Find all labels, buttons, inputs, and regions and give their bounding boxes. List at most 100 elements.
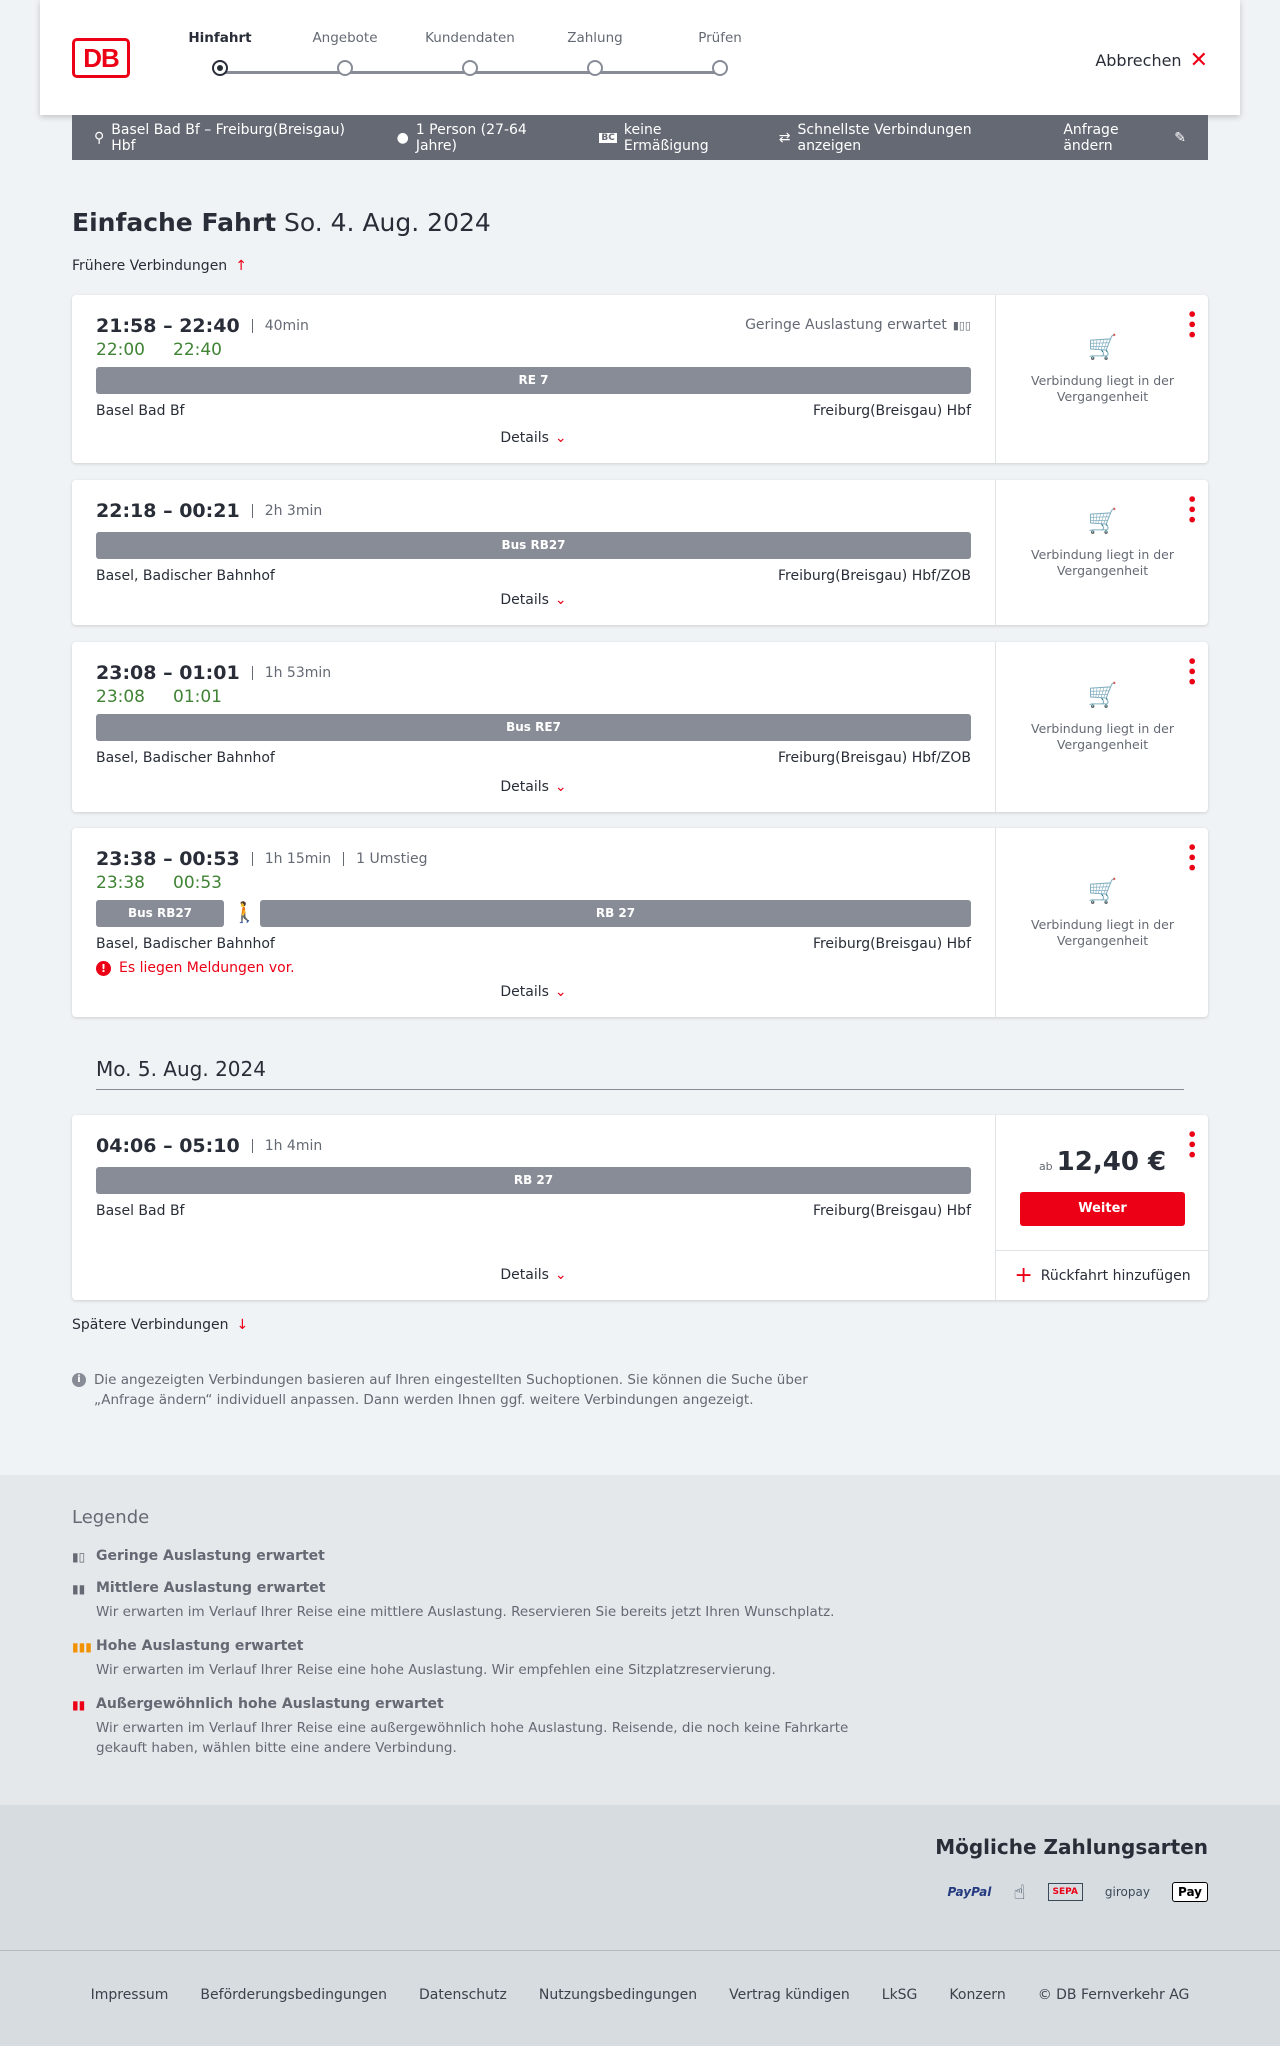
alert-icon: ! <box>96 960 111 976</box>
legend-title: Legende <box>72 1507 150 1528</box>
details-label: Details <box>500 984 549 1000</box>
train-bar[interactable]: Bus RE7 <box>96 714 971 741</box>
destination-station: Freiburg(Breisgau) Hbf <box>812 403 971 419</box>
chevron-down-icon: ⌄ <box>554 430 567 446</box>
realtime-time: 23:08 <box>96 687 145 707</box>
pencil-icon: ✎ <box>1174 129 1187 146</box>
destination-station: Freiburg(Breisgau) Hbf <box>812 1203 971 1219</box>
details-label: Details <box>500 1267 549 1283</box>
destination-station: Freiburg(Breisgau) Hbf/ZOB <box>778 750 971 766</box>
cart-unavailable-icon: 🛒 <box>1087 681 1118 709</box>
search-summary-bar: ⚲ Basel Bad Bf – Freiburg(Breisgau) Hbf ●… <box>72 115 1208 160</box>
legend-item-very-high: ▮▮ Außergewöhnlich hohe Auslastung erwart… <box>72 1696 849 1756</box>
info-icon: i <box>72 1373 86 1387</box>
low-load-icon: ▮▯▯ <box>952 319 971 332</box>
past-text: Verbindung liegt in der Vergangenheit <box>1030 373 1174 404</box>
train-bar[interactable]: RB 27 <box>260 900 971 927</box>
connection-main: 04:06 – 05:10 1h 4min RB 27 Basel Bad Bf Fre… <box>96 1115 971 1300</box>
connection-card[interactable]: 04:06 – 05:10 1h 4min RB 27 Basel Bad Bf Fre… <box>72 1115 1209 1300</box>
step-zahlung: Zahlung <box>545 30 645 76</box>
realtime-time: 00:53 <box>173 873 222 893</box>
train-bar[interactable]: Bus RB27 <box>96 532 971 559</box>
origin-station: Basel Bad Bf <box>96 1203 185 1219</box>
footer-link-vertrag[interactable]: Vertrag kündigen <box>729 1987 850 2003</box>
details-toggle[interactable]: Details ⌄ <box>96 984 971 1000</box>
chevron-down-icon: ⌄ <box>554 984 567 1000</box>
chevron-down-icon: ⌄ <box>554 779 567 795</box>
legend-item-high: ▮▮▮ Hohe Auslastung erwartet Wir erwarten … <box>72 1638 776 1678</box>
very-high-load-icon: ▮▮ <box>72 1698 86 1712</box>
details-toggle[interactable]: Details ⌄ <box>96 1267 971 1283</box>
connection-card[interactable]: 21:58 – 22:40 40min 22:00 22:40 Geringe Ausl… <box>72 295 1208 463</box>
info-note: i Die angezeigten Verbindungen basieren a… <box>72 1370 862 1410</box>
edit-request-button[interactable]: Anfrage ändern ✎ <box>1063 121 1187 154</box>
connection-meta: 1h 53min <box>251 666 331 680</box>
cancel-button[interactable]: Abbrechen ✕ <box>1095 48 1208 73</box>
connection-meta: 1 Umstieg <box>343 852 428 866</box>
departure-arrival-time: 23:08 – 01:01 <box>96 662 240 684</box>
train-bar[interactable]: Bus RB27 <box>96 900 224 927</box>
origin-station: Basel, Badischer Bahnhof <box>96 750 275 766</box>
earlier-connections-link[interactable]: Frühere Verbindungen ↑ <box>72 258 247 274</box>
legend-section: Legende ▮▯ Geringe Auslastung erwartet ▮▮… <box>0 1475 1280 1805</box>
connection-times: 23:38 – 00:53 1h 15min 1 Umstieg <box>96 848 428 870</box>
connection-card[interactable]: 22:18 – 00:21 2h 3min Bus RB27 Basel, Badis… <box>72 480 1208 625</box>
train-bar[interactable]: RB 27 <box>96 1167 971 1194</box>
connection-times: 23:08 – 01:01 1h 53min <box>96 662 331 684</box>
past-notice: 🛒 Verbindung liegt in der Vergangenheit <box>996 681 1209 753</box>
legend-item-medium: ▮▮ Mittlere Auslastung erwartet Wir erwart… <box>72 1580 835 1620</box>
details-label: Details <box>500 592 549 608</box>
giropay-icon: giropay <box>1104 1885 1150 1899</box>
date-separator: Mo. 5. Aug. 2024 <box>96 1057 1184 1090</box>
footer-link-befoerderung[interactable]: Beförderungsbedingungen <box>200 1987 387 2003</box>
continue-button[interactable]: Weiter <box>1020 1192 1185 1226</box>
connection-card[interactable]: 23:38 – 00:53 1h 15min 1 Umstieg 23:38 00:53… <box>72 828 1208 1017</box>
apple-pay-icon: Pay <box>1171 1882 1208 1902</box>
train-bar[interactable]: RE 7 <box>96 367 971 394</box>
details-toggle[interactable]: Details ⌄ <box>96 779 971 795</box>
arrow-up-icon: ↑ <box>235 258 247 274</box>
footer-link-lksg[interactable]: LkSG <box>881 1987 918 2003</box>
offer-panel: ••• 🛒 Verbindung liegt in der Vergangenhei… <box>995 295 1208 463</box>
past-text: Verbindung liegt in der Vergangenheit <box>1030 916 1174 948</box>
connection-meta: 1h 4min <box>251 1139 322 1153</box>
connection-main: 21:58 – 22:40 40min 22:00 22:40 Geringe Ausl… <box>96 295 971 463</box>
later-connections-link[interactable]: Spätere Verbindungen ↓ <box>72 1317 249 1333</box>
location-pin-icon: ⚲ <box>94 129 105 146</box>
origin-station: Basel, Badischer Bahnhof <box>96 568 275 584</box>
realtime-time: 22:00 <box>96 340 145 360</box>
low-load-icon: ▮▯ <box>72 1550 86 1564</box>
more-options-icon[interactable]: ••• <box>1182 842 1201 873</box>
cart-unavailable-icon: 🛒 <box>1087 333 1118 361</box>
payment-section: Mögliche Zahlungsarten PayPal ☝ SEPA gir… <box>0 1805 1280 1950</box>
plus-icon: + <box>1014 1263 1033 1288</box>
message-text: Es liegen Meldungen vor. <box>119 960 295 976</box>
connection-card[interactable]: 23:08 – 01:01 1h 53min 23:08 01:01 Bus RE7 Ba… <box>72 642 1208 812</box>
footer-link-konzern[interactable]: Konzern <box>949 1987 1006 2003</box>
db-logo[interactable]: DB <box>72 38 130 78</box>
realtime-times: 23:08 01:01 <box>96 687 222 707</box>
more-options-icon[interactable]: ••• <box>1182 656 1201 687</box>
departure-arrival-time: 21:58 – 22:40 <box>96 315 240 337</box>
load-text: Geringe Auslastung erwartet <box>745 317 947 333</box>
details-toggle[interactable]: Details ⌄ <box>96 592 971 608</box>
details-label: Details <box>500 430 549 446</box>
connection-main: 23:08 – 01:01 1h 53min 23:08 01:01 Bus RE7 Ba… <box>96 642 971 812</box>
message-notice[interactable]: ! Es liegen Meldungen vor. <box>96 960 295 976</box>
load-indicator: Geringe Auslastung erwartet ▮▯▯ <box>745 317 971 333</box>
footer-link-impressum[interactable]: Impressum <box>90 1987 169 2003</box>
details-toggle[interactable]: Details ⌄ <box>96 430 971 446</box>
offer-panel: ••• ab 12,40 € Weiter + Rückfahrt hinzufügen <box>995 1115 1209 1300</box>
connection-main: 23:38 – 00:53 1h 15min 1 Umstieg 23:38 00:53… <box>96 828 971 1017</box>
footer-link-datenschutz[interactable]: Datenschutz <box>418 1987 507 2003</box>
more-options-icon[interactable]: ••• <box>1182 309 1201 340</box>
footer-link-nutzung[interactable]: Nutzungsbedingungen <box>538 1987 698 2003</box>
person-icon: ● <box>396 129 409 146</box>
past-notice: 🛒 Verbindung liegt in der Vergangenheit <box>996 879 1209 949</box>
walk-icon: 🚶 <box>232 900 257 924</box>
realtime-times: 22:00 22:40 <box>96 340 222 360</box>
add-return-button[interactable]: + Rückfahrt hinzufügen <box>996 1250 1209 1300</box>
credit-card-icon: ☝ <box>1013 1880 1026 1904</box>
cart-unavailable-icon: 🛒 <box>1087 506 1118 535</box>
step-pruefen: Prüfen <box>670 30 770 76</box>
